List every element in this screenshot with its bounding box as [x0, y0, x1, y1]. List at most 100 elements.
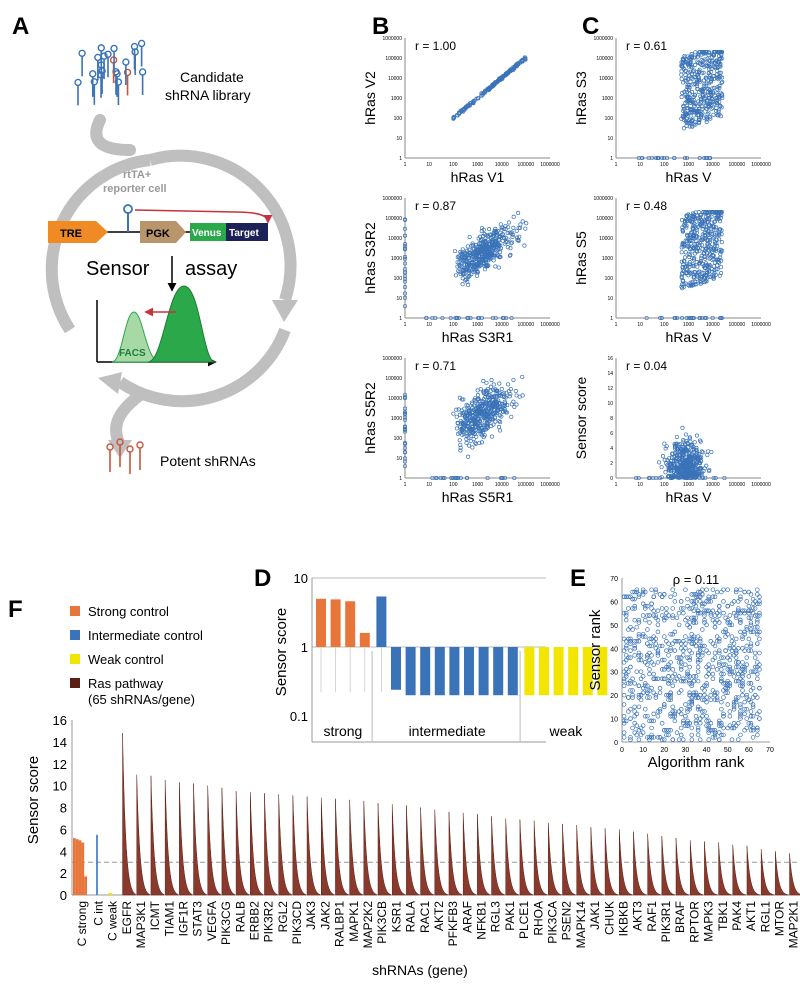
- scatter-point: [707, 217, 712, 222]
- scatter-point: [725, 603, 730, 609]
- f-gene-group: MAP2K1: [787, 853, 800, 948]
- y-axis-label: Sensor score: [573, 377, 589, 460]
- f-gene-group: RAF1: [645, 833, 661, 932]
- scatter-point: [675, 315, 680, 321]
- scatter-point: [750, 702, 756, 707]
- scatter-point: [738, 587, 743, 592]
- scatter-point: [466, 255, 472, 260]
- scatter-point: [470, 427, 475, 432]
- scatter-point: [665, 457, 670, 463]
- scatter-point: [493, 264, 498, 269]
- scatter-point: [725, 681, 730, 686]
- scatter-point: [719, 240, 724, 245]
- scatter-point: [515, 235, 520, 240]
- scatter-point: [706, 86, 711, 92]
- scatter-point: [690, 256, 695, 261]
- scatter-point: [653, 615, 659, 621]
- scatter-point: [643, 713, 648, 719]
- scatter-point: [621, 692, 627, 698]
- scatter-point: [484, 380, 489, 385]
- scatter-point: [738, 629, 743, 635]
- d-bar-intermediate: [405, 647, 416, 696]
- scatter-point: [466, 315, 471, 321]
- f-category-label: ICMT: [148, 900, 162, 930]
- scatter-point: [725, 725, 730, 731]
- scatter-point: [678, 732, 684, 738]
- y-axis-label: hRas V2: [362, 71, 378, 125]
- scatter-point: [716, 92, 721, 97]
- scatter-point: [695, 678, 701, 684]
- scatter-point: [736, 737, 741, 742]
- scatter-point: [693, 50, 698, 55]
- scatter-point: [514, 402, 519, 407]
- scatter-point: [755, 732, 760, 738]
- scatter-point: [700, 587, 705, 592]
- scatter-point: [738, 676, 743, 681]
- scatter-point: [693, 594, 699, 599]
- f-gene-group: BRAF: [673, 838, 690, 933]
- f-category-label: PIK3CB: [375, 901, 389, 944]
- x-tick-label: 100000: [517, 162, 534, 168]
- f-gene-group: MAP3K1: [134, 774, 151, 948]
- scatter-point: [402, 295, 408, 300]
- scatter-point: [685, 262, 690, 267]
- scatter-point: [687, 620, 692, 625]
- scatter-point: [657, 709, 663, 714]
- scatter-point: [684, 264, 689, 269]
- y-tick-label: 0: [610, 476, 613, 482]
- f-gene-group: RPTOR: [687, 840, 704, 943]
- d-bar-weak: [568, 647, 579, 696]
- scatter-point: [486, 421, 491, 426]
- scatter-point: [645, 653, 650, 658]
- scatter-point: [711, 90, 716, 95]
- f-bar: [562, 823, 576, 896]
- scatter-point: [700, 246, 705, 251]
- scatter-point: [731, 704, 737, 710]
- f-gene-group: RGL2: [276, 794, 292, 932]
- scatter-point: [695, 245, 700, 250]
- scatter-point: [704, 699, 709, 705]
- scatter-point: [717, 648, 722, 653]
- scatter-point: [461, 272, 466, 277]
- scatter-point: [733, 695, 739, 700]
- scatter-point: [714, 667, 720, 672]
- scatter-point: [699, 50, 705, 55]
- scatter-point: [701, 275, 706, 280]
- scatter-point: [479, 256, 484, 261]
- f-category-label: PIK3R1: [659, 901, 673, 943]
- scatter-point: [687, 85, 692, 90]
- scatter-point: [736, 664, 741, 670]
- scatter-point: [755, 641, 760, 646]
- scatter-point: [748, 627, 754, 632]
- scatter-point: [632, 646, 637, 651]
- scatter-point: [487, 227, 492, 232]
- f-bar: [278, 794, 292, 896]
- scatter-point: [681, 126, 686, 131]
- scatter-point: [666, 613, 671, 618]
- scatter-point: [649, 685, 654, 691]
- scatter-point: [689, 737, 695, 742]
- scatter-point: [640, 690, 646, 696]
- scatter-point: [717, 730, 722, 735]
- scatter-point: [685, 674, 690, 679]
- f-gene-group: IGF1R: [177, 782, 193, 936]
- scatter-point: [489, 232, 494, 237]
- scatter-point: [645, 662, 650, 667]
- scatter-point: [697, 475, 702, 481]
- scatter-point: [736, 606, 741, 611]
- scatter-point: [645, 690, 650, 696]
- scatter-point: [668, 648, 673, 653]
- scatter-point: [748, 648, 754, 653]
- scatter-point: [451, 475, 456, 481]
- scatter-point: [702, 92, 707, 97]
- scatter-point: [402, 241, 408, 247]
- scatter-point: [691, 674, 697, 679]
- scatter-point: [719, 667, 724, 672]
- f-category-label: MAPK14: [574, 901, 588, 949]
- scatter-point: [716, 77, 721, 82]
- scatter-point: [712, 219, 717, 225]
- scatter-point: [632, 730, 637, 735]
- f-gene-group: RALB: [233, 791, 250, 932]
- hairpin-icon: [104, 50, 112, 78]
- potent-shrna-icon: [106, 438, 144, 474]
